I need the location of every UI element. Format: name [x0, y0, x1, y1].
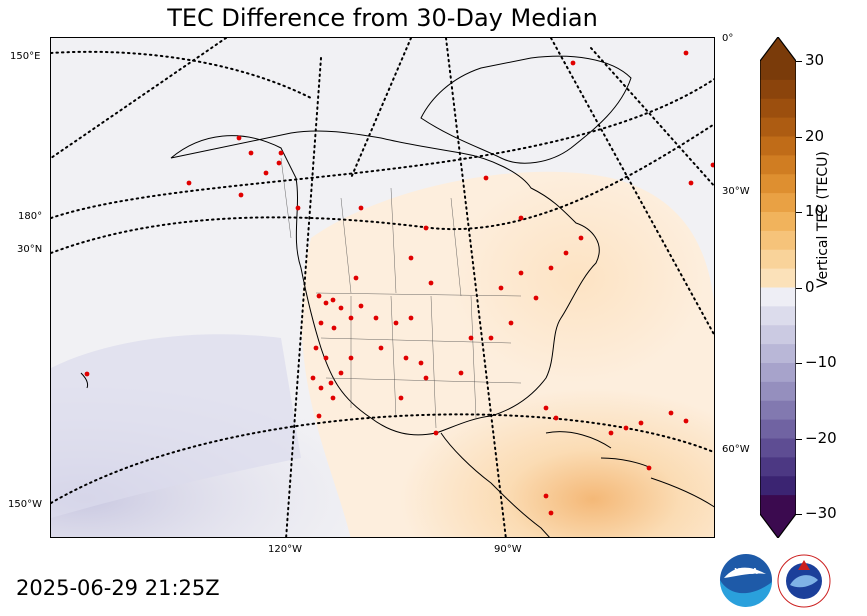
colorbar-band: [760, 155, 796, 175]
colorbar-band: [760, 363, 796, 383]
colorbar-band: [760, 212, 796, 232]
colorbar-band: [760, 287, 796, 307]
colorbar-tick-label: −30: [805, 504, 837, 522]
coastlines: [80, 55, 714, 537]
tec-map-canvas: [51, 38, 714, 537]
colorbar-tick-label: 10: [805, 202, 825, 220]
colorbar-band: [760, 419, 796, 439]
colorbar-tick-label: −20: [805, 428, 837, 447]
lon-label-180: 180°: [18, 211, 43, 222]
lon-label-150w: 150°W: [8, 499, 42, 510]
colorbar-band: [760, 325, 796, 345]
colorbar-band: [760, 174, 796, 194]
positive-anomaly-region-strong: [331, 318, 714, 537]
colorbar-band: [760, 230, 796, 251]
colorbar-band: [760, 400, 796, 421]
colorbar-band: [760, 79, 796, 100]
colorbar-band: [760, 268, 796, 288]
colorbar-band: [760, 98, 796, 119]
lon-label-150e: 150°E: [10, 51, 41, 62]
colorbar-tick-mark: [796, 514, 802, 515]
colorbar-band: [760, 495, 796, 515]
map-title: TEC Difference from 30-Day Median: [167, 4, 598, 32]
colorbar-band: [760, 344, 796, 364]
graticule: [51, 38, 714, 537]
tec-map: [50, 37, 715, 538]
colorbar-band: [760, 306, 796, 326]
nws-logo: [777, 554, 831, 608]
lat-label-30n: 30°N: [17, 244, 43, 255]
colorbar-band: [760, 438, 796, 458]
colorbar-band: [760, 476, 796, 496]
colorbar-band: [760, 457, 796, 477]
timestamp: 2025-06-29 21:25Z: [16, 576, 220, 600]
agency-logos: NOAA: [719, 554, 831, 608]
colorbar-tick-label: −10: [805, 353, 837, 371]
colorbar-band: [760, 249, 796, 270]
colorbar-tick-mark: [796, 363, 802, 364]
lon-label-60w: 60°W: [722, 444, 750, 455]
lon-label-0: 0°: [722, 33, 734, 44]
colorbar-tick-label: 20: [805, 126, 825, 145]
colorbar-label: Vertical TEC (TECU): [815, 151, 831, 288]
lon-label-90w: 90°W: [494, 544, 522, 555]
colorbar-tick-mark: [796, 61, 802, 62]
station-markers: [84, 50, 714, 516]
colorbar: [760, 37, 796, 538]
colorbar-band: [760, 193, 796, 213]
lon-label-120w: 120°W: [268, 544, 302, 555]
colorbar-band: [760, 136, 796, 156]
colorbar-tick-mark: [796, 136, 802, 138]
colorbar-band: [760, 117, 796, 137]
political-borders: [280, 157, 522, 429]
noaa-logo: NOAA: [719, 554, 772, 608]
colorbar-tick-label: 0: [805, 277, 815, 296]
colorbar-tick-label: 30: [805, 51, 825, 69]
colorbar-max-extension: [760, 37, 796, 61]
negative-anomaly-band: [51, 334, 301, 518]
colorbar-tick-mark: [796, 287, 802, 289]
colorbar-band: [760, 61, 796, 81]
colorbar-band: [760, 381, 796, 402]
colorbar-tick-mark: [796, 438, 802, 440]
colorbar-tick-mark: [796, 212, 802, 213]
lon-label-30w: 30°W: [722, 186, 750, 197]
colorbar-min-extension: [760, 514, 796, 538]
svg-text:NOAA: NOAA: [734, 567, 758, 576]
